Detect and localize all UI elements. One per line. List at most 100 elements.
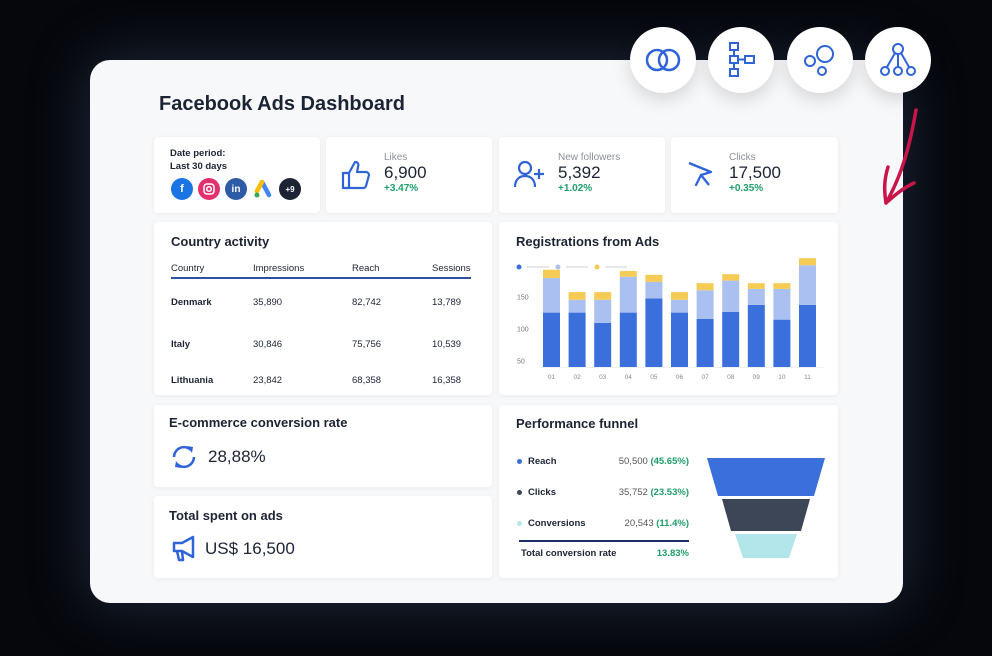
- country-activity-card: Country activity Country Impressions Rea…: [154, 222, 492, 395]
- bar-segment: [645, 281, 663, 299]
- cell: 75,756: [352, 338, 382, 350]
- venn-circles-icon[interactable]: [630, 27, 696, 93]
- google-ads-icon: [252, 178, 274, 200]
- bar-segment: [671, 292, 688, 300]
- bar-segment: [773, 283, 791, 289]
- funnel-value: 35,752: [618, 487, 648, 498]
- date-period-label: Date period:: [170, 148, 226, 159]
- bar-segment: [799, 304, 816, 367]
- hierarchy-icon[interactable]: [865, 27, 931, 93]
- kpi-change: +1.02%: [558, 183, 593, 194]
- ecommerce-card: E-commerce conversion rate 28,88%: [154, 405, 492, 487]
- date-period-value: Last 30 days: [170, 161, 228, 172]
- bar-segment: [722, 280, 740, 312]
- spent-card: Total spent on ads US$ 16,500: [154, 496, 492, 578]
- bar-segment: [799, 258, 816, 266]
- funnel-row-conversions: Conversions 20,543 (11.4%): [517, 518, 689, 529]
- kpi-label: New followers: [558, 152, 621, 163]
- funnel-segment-clicks: [722, 499, 810, 531]
- x-tick-label: 02: [573, 374, 581, 381]
- table-row: Denmark 35,890 82,742 13,789: [171, 278, 471, 326]
- country-activity-title: Country activity: [171, 234, 270, 249]
- total-label: Total conversion rate: [521, 548, 617, 559]
- bubbles-icon[interactable]: [787, 27, 853, 93]
- bar-segment: [594, 299, 612, 323]
- kpi-value: 5,392: [558, 163, 601, 182]
- cell: 16,358: [432, 374, 462, 386]
- arrow-icon: [882, 108, 918, 205]
- table-row: Italy 30,846 75,756 10,539: [171, 326, 471, 362]
- legend-label: [566, 266, 588, 268]
- bar-segment: [594, 292, 612, 300]
- bar-segment: [645, 274, 663, 282]
- megaphone-icon: [172, 535, 195, 562]
- kpi-card-clicks: Clicks 17,500 +0.35%: [671, 137, 838, 213]
- date-period-card[interactable]: Date period: Last 30 days f in +9: [154, 137, 320, 213]
- funnel-segment-reach: [707, 458, 825, 496]
- funnel-value: 20,543: [624, 518, 654, 529]
- bar-segment: [696, 290, 714, 319]
- bar-segment: [747, 283, 765, 289]
- country-table: Country Impressions Reach Sessions Denma…: [171, 260, 471, 398]
- legend-dot: [517, 458, 522, 464]
- cell: 13,789: [432, 297, 462, 308]
- bar-segment: [671, 312, 688, 367]
- bar-segment: [696, 319, 714, 367]
- ecommerce-title: E-commerce conversion rate: [169, 415, 348, 430]
- chart-title: Registrations from Ads: [516, 234, 660, 249]
- bar-segment: [619, 276, 637, 313]
- legend-dot: [517, 520, 522, 526]
- y-tick-label: 100: [517, 327, 529, 334]
- funnel-value: 50,500: [618, 456, 648, 467]
- spent-title: Total spent on ads: [169, 508, 283, 523]
- x-tick-label: 09: [753, 374, 761, 381]
- kpi-change: +3.47%: [384, 183, 419, 194]
- x-tick-label: 08: [727, 374, 735, 381]
- funnel-label: Clicks: [528, 487, 556, 498]
- bar-segment: [543, 269, 560, 279]
- kpi-label: Likes: [384, 152, 408, 163]
- bar-segment: [773, 288, 791, 320]
- bar-segment: [568, 299, 586, 313]
- y-tick-label: 50: [517, 359, 525, 366]
- registrations-chart: 50 100 150 01 02 03 04 05 06 07 08 09 10 11: [516, 258, 824, 381]
- bar-segment: [799, 265, 816, 305]
- cell: 10,539: [432, 338, 462, 350]
- legend-label: [605, 266, 627, 268]
- funnel-pct: (23.53%): [650, 487, 689, 498]
- x-tick-label: 05: [650, 374, 658, 381]
- legend-dot: [517, 489, 522, 495]
- funnel-title: Performance funnel: [516, 416, 639, 431]
- bar-segment: [543, 278, 560, 313]
- more-sources-badge[interactable]: +9: [279, 178, 301, 200]
- bar-segment: [773, 319, 791, 367]
- instagram-icon: [198, 178, 220, 200]
- total-value: 13.83%: [656, 548, 689, 559]
- bar-segment: [619, 271, 637, 277]
- bar-segment: [543, 312, 560, 367]
- x-tick-label: 03: [599, 374, 607, 381]
- linkedin-icon: in: [225, 178, 247, 200]
- cursor-icon: [688, 161, 713, 187]
- flowchart-icon[interactable]: [708, 27, 774, 93]
- kpi-change: +0.35%: [729, 183, 764, 194]
- kpi-card-new-followers: New followers 5,392 +1.02%: [499, 137, 665, 213]
- refresh-icon: [172, 445, 196, 469]
- add-user-icon: [513, 160, 544, 188]
- kpi-label: Clicks: [729, 152, 756, 163]
- legend-marker: [516, 264, 522, 270]
- cell: 68,358: [352, 374, 382, 386]
- bar-segment: [696, 283, 714, 291]
- performance-funnel-card: Performance funnel Reach 50,500 (45.65%) …: [499, 405, 838, 578]
- bar-segment: [568, 292, 586, 300]
- funnel-label: Reach: [528, 456, 557, 467]
- column-header: Reach: [352, 263, 380, 274]
- cell: 82,742: [352, 297, 382, 308]
- funnel-pct: (11.4%): [656, 518, 689, 529]
- bar-segment: [747, 288, 765, 305]
- facebook-icon: f: [171, 178, 193, 200]
- x-tick-label: 06: [676, 374, 684, 381]
- kpi-value: 6,900: [384, 163, 427, 182]
- bar-segment: [594, 322, 612, 367]
- bar-segment: [722, 311, 740, 367]
